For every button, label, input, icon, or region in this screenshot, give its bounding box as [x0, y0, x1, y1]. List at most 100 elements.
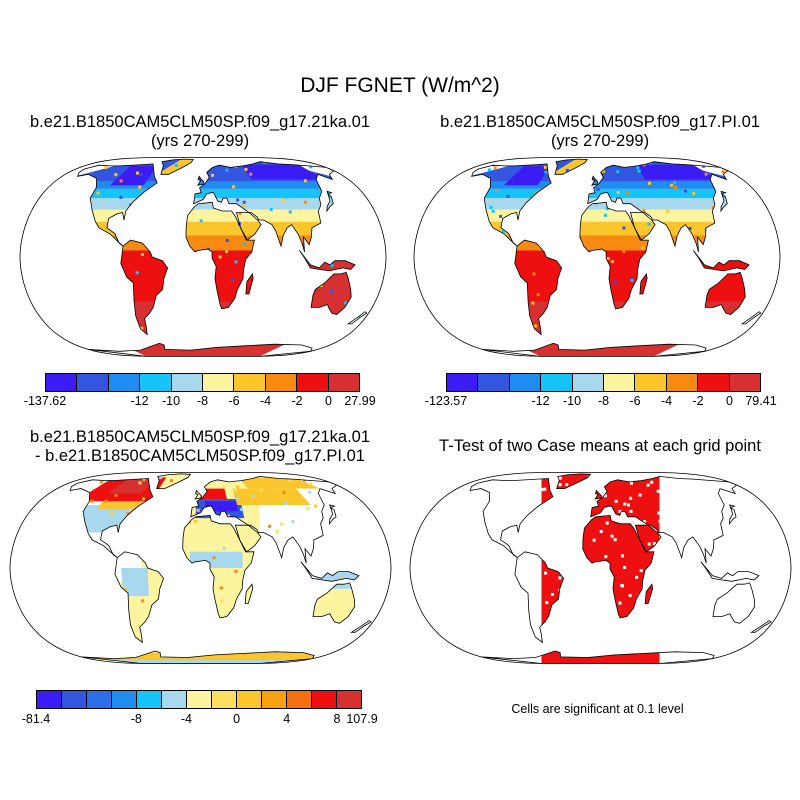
grid-cell	[646, 483, 650, 487]
grid-cell	[231, 278, 235, 282]
colorbar-swatch	[328, 374, 360, 391]
coastline	[194, 489, 202, 500]
colorbar-swatch	[297, 374, 329, 391]
grid-cell	[601, 169, 605, 173]
grid-cell	[123, 588, 127, 592]
grid-cell	[622, 249, 626, 253]
grid-cell	[641, 246, 645, 250]
grid-cell	[717, 604, 721, 608]
grid-cell	[706, 479, 710, 483]
colorbar-swatch	[729, 374, 761, 391]
grid-cell	[236, 198, 240, 202]
land-field	[635, 164, 719, 180]
coastline	[350, 620, 372, 633]
grid-cell	[198, 552, 202, 556]
land-field	[96, 660, 305, 664]
grid-cell	[543, 165, 547, 169]
panel-4-title: T-Test of two Case means at each grid po…	[400, 437, 800, 456]
grid-cell	[558, 476, 562, 480]
grid-cell	[721, 170, 725, 174]
grid-cell	[138, 185, 142, 189]
coastline	[514, 551, 565, 644]
grid-cell	[616, 190, 620, 194]
grid-cell	[220, 599, 224, 603]
grid-cell	[114, 173, 118, 177]
grid-cell	[282, 198, 285, 202]
coastline	[329, 504, 337, 526]
grid-cell	[551, 593, 554, 596]
grid-cell	[269, 208, 273, 211]
colorbar-swatch	[572, 374, 605, 391]
grid-cell	[306, 507, 310, 511]
grid-cell	[509, 480, 513, 484]
grid-cell	[708, 543, 712, 547]
grid-cell	[493, 511, 497, 515]
colorbar-swatch	[635, 374, 667, 391]
grid-cell	[603, 494, 607, 498]
colorbar-label: -10	[562, 394, 582, 408]
panel-2-title-line2: (yrs 270-299)	[550, 132, 650, 150]
colorbar-label: -8	[196, 394, 209, 408]
colorbar-swatch	[112, 691, 137, 708]
grid-cell	[285, 195, 289, 199]
map-border	[409, 472, 792, 664]
grid-cell	[703, 541, 707, 545]
grid-cell	[288, 479, 292, 483]
coastline	[69, 478, 154, 558]
coastline	[469, 478, 554, 558]
coastline	[299, 250, 356, 272]
grid-cell	[692, 192, 696, 196]
grid-cell	[479, 481, 483, 485]
colorbar-swatch	[541, 374, 573, 391]
grid-cell	[141, 599, 145, 603]
grid-cell	[308, 490, 312, 494]
coastline	[185, 201, 255, 310]
grid-cell	[604, 213, 607, 217]
grid-cell	[495, 188, 499, 192]
grid-cell	[533, 625, 537, 628]
grid-cell	[278, 193, 282, 197]
coastline	[639, 272, 648, 295]
coastline	[693, 250, 750, 272]
coastline	[481, 650, 715, 664]
grid-cell	[616, 225, 620, 229]
colorbar-swatch	[140, 374, 172, 391]
coastline	[700, 561, 760, 582]
grid-cell	[599, 222, 603, 226]
grid-cell	[528, 495, 532, 499]
grid-cell	[90, 499, 94, 503]
colorbar-label: 107.9	[346, 712, 378, 726]
grid-cell	[623, 566, 627, 569]
colorbar-swatch	[447, 374, 479, 391]
colorbar-swatch	[287, 691, 312, 708]
panel-1-title-line1: b.e21.B1850CAM5CLM50SP.f09_g17.21ka.01	[29, 113, 371, 131]
coastline	[471, 163, 552, 247]
grid-cell	[140, 326, 144, 330]
colorbar-label: 8	[333, 712, 341, 726]
colorbar-label: -6	[629, 394, 641, 408]
grid-cell	[673, 180, 677, 184]
grid-cell	[704, 492, 708, 496]
coastline	[750, 620, 772, 633]
grid-cell	[291, 520, 295, 524]
colorbar-label: 0	[233, 712, 241, 726]
grid-cell	[489, 205, 493, 209]
colorbar-swatch	[137, 691, 162, 708]
grid-cell	[199, 219, 203, 223]
colorbar-swatch	[262, 691, 287, 708]
grid-cell	[170, 479, 173, 483]
panel-3-title: b.e21.B1850CAM5CLM50SP.f09_g17.21ka.01 -…	[0, 428, 400, 466]
coastline	[193, 161, 335, 253]
colorbar-label: 0	[325, 394, 332, 408]
grid-cell	[330, 289, 333, 293]
grid-cell	[114, 493, 118, 497]
grid-cell	[599, 530, 603, 534]
grid-cell	[194, 519, 198, 523]
grid-cell	[791, 573, 794, 576]
map-pi	[413, 157, 781, 357]
grid-cell	[110, 512, 114, 516]
map-border	[413, 157, 781, 357]
coastline	[182, 514, 255, 619]
colorbar-pi	[446, 373, 761, 392]
grid-cell	[666, 522, 670, 526]
